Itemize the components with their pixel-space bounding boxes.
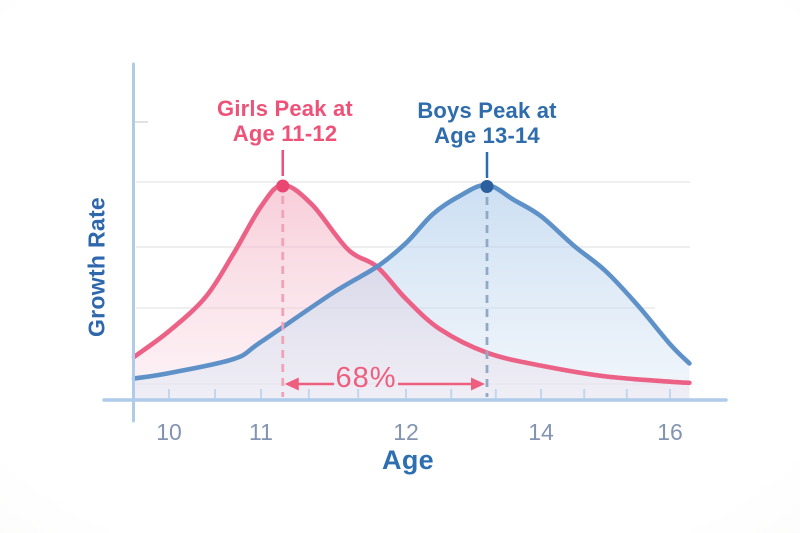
overlap-arrowhead-right: [471, 377, 485, 391]
overlap-arrowhead-left: [284, 377, 299, 391]
girls-curve: [131, 182, 692, 386]
x-tick-label-10: 10: [156, 419, 182, 445]
x-tick-label-16: 16: [657, 419, 683, 445]
boys-peak-annotation: Boys Peak at Age 13-14: [417, 98, 556, 148]
x-tick-label-12: 12: [393, 419, 419, 445]
boys-peak-dot: [480, 180, 494, 193]
x-tick-label-11: 11: [249, 419, 273, 445]
x-axis-ticks: [168, 389, 671, 399]
girls-peak-dot: [276, 179, 290, 193]
x-axis-title: Age: [382, 445, 434, 475]
girls-peak-annotation: Girls Peak at Age 11-12: [217, 96, 353, 146]
girls-peak-annotation-line2: Age 11-12: [232, 121, 338, 146]
x-tick-label-14: 14: [528, 419, 554, 445]
boys-peak-annotation-line1: Boys Peak at: [417, 98, 557, 123]
boys-peak-annotation-line2: Age 13-14: [434, 123, 540, 148]
overlap-percent-label: 68%: [335, 362, 397, 394]
y-axis-title: Growth Rate: [83, 196, 110, 338]
girls-peak-annotation-line1: Girls Peak at: [217, 96, 353, 121]
boys-area: [134, 184, 690, 400]
boys-curve: [131, 182, 692, 381]
